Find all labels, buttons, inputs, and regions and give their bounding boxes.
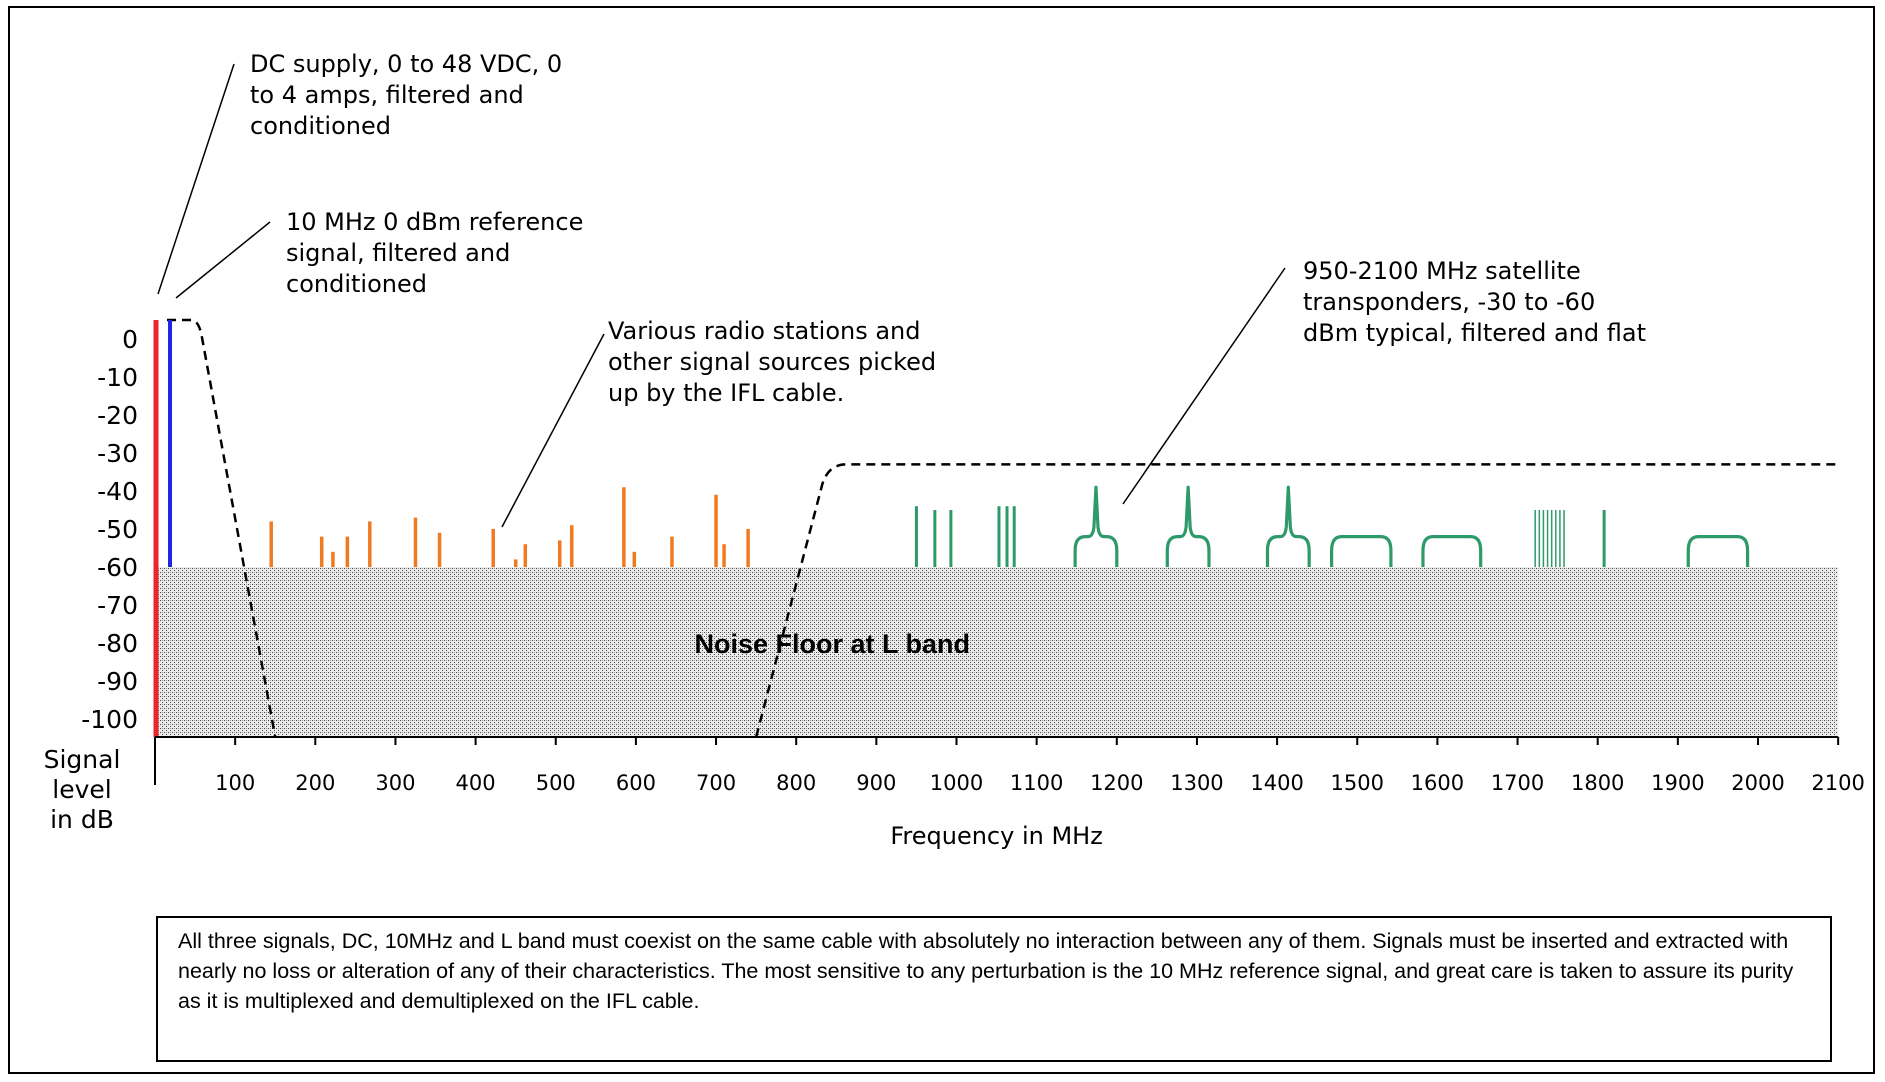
x-tick-label: 600 [616,771,656,795]
reference-annotation-line: signal, filtered and [286,239,510,267]
y-tick-label: -90 [97,667,138,696]
y-tick-label: -60 [97,553,138,582]
x-tick-label: 1500 [1331,771,1384,795]
x-axis-label: Frequency in MHz [890,822,1102,850]
explanation-note: All three signals, DC, 10MHz and L band … [156,916,1832,1062]
y-axis-label: in dB [50,805,114,834]
y-tick-label: -40 [97,477,138,506]
x-tick-label: 400 [456,771,496,795]
x-tick-label: 2100 [1811,771,1864,795]
satellite-leader-line [1122,267,1286,505]
x-tick-label: 1900 [1651,771,1704,795]
transponder-shape [1330,535,1393,567]
x-tick-label: 1400 [1250,771,1303,795]
noise-floor-area [155,567,1839,737]
diagram-frame [8,6,1875,1074]
satellite-annotation-line: dBm typical, filtered and flat [1303,319,1646,347]
x-tick-label: 1800 [1571,771,1624,795]
reference-annotation-line: 10 MHz 0 dBm reference [286,208,583,236]
radio-annotation-line: Various radio stations and [608,317,921,345]
lowpass-filter-curve [167,318,277,738]
satellite-annotation-line: 950-2100 MHz satellite [1303,257,1581,285]
satellite-annotation-line: transponders, -30 to -60 [1303,288,1595,316]
y-tick-label: -10 [97,363,138,392]
dc-annotation-line: conditioned [250,112,391,140]
noise-floor-label: Noise Floor at L band [695,629,971,659]
x-tick-label: 1300 [1170,771,1223,795]
radio-annotation-line: up by the IFL cable. [608,379,844,407]
y-axis-label: Signal [44,745,121,774]
dc-annotation-line: DC supply, 0 to 48 VDC, 0 [250,50,562,78]
x-tick-label: 700 [696,771,736,795]
transponder-shape [1421,535,1483,567]
x-tick-label: 1700 [1491,771,1544,795]
transponder-shape [1265,485,1311,567]
transponder-shape [1073,485,1119,567]
transponder-shape [1165,485,1211,567]
x-tick-label: 100 [215,771,255,795]
x-tick-label: 900 [856,771,896,795]
y-tick-label: -80 [97,629,138,658]
y-tick-label: -20 [97,401,138,430]
reference-leader-line [175,221,271,299]
x-tick-label: 300 [375,771,415,795]
y-tick-label: -70 [97,591,138,620]
radio-annotation-line: other signal sources picked [608,348,936,376]
y-tick-label: -30 [97,439,138,468]
y-tick-label: -100 [81,705,138,734]
reference-annotation-line: conditioned [286,270,427,298]
dc-leader-line [157,63,235,295]
x-tick-label: 1000 [930,771,983,795]
x-tick-label: 1600 [1411,771,1464,795]
radio-leader-line [501,333,605,528]
lband-filter-curve [754,463,1839,738]
y-tick-label: 0 [122,325,138,354]
x-tick-label: 800 [776,771,816,795]
x-tick-label: 500 [536,771,576,795]
x-tick-label: 1100 [1010,771,1063,795]
x-tick-label: 2000 [1731,771,1784,795]
dc-annotation-line: to 4 amps, filtered and [250,81,524,109]
y-axis-label: level [52,775,111,804]
transponder-shape [1686,535,1750,567]
x-tick-label: 200 [295,771,335,795]
y-tick-label: -50 [97,515,138,544]
x-tick-label: 1200 [1090,771,1143,795]
